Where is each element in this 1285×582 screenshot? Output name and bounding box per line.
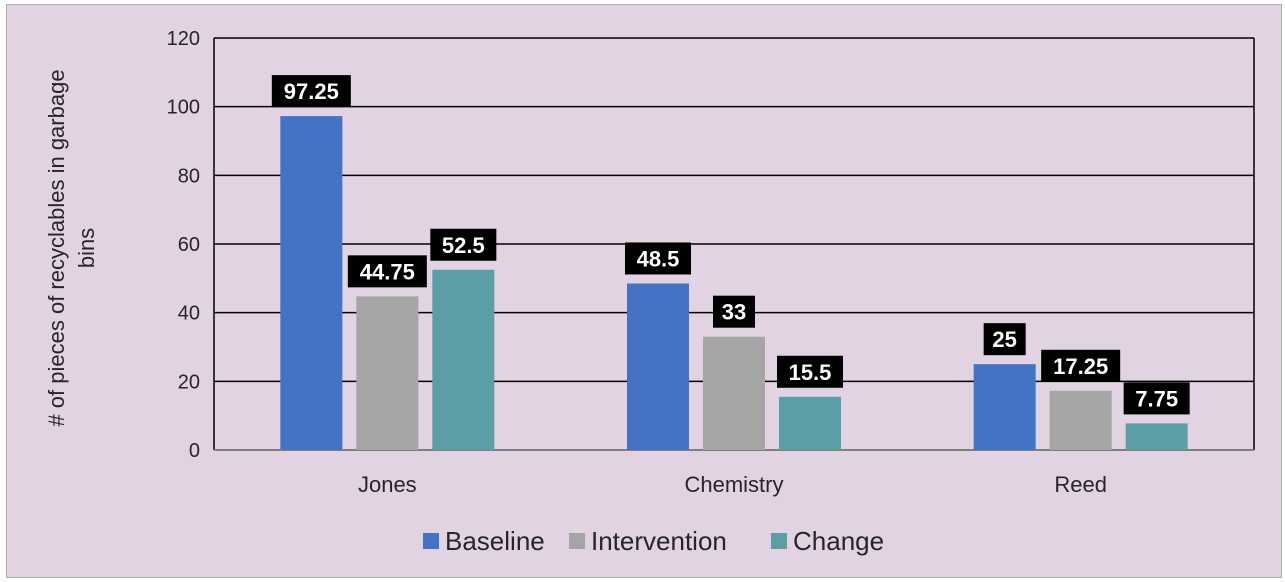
y-axis-label-line-2: bins <box>74 228 99 268</box>
data-label: 97.25 <box>284 79 339 104</box>
legend-swatch-baseline <box>423 533 439 549</box>
data-label-box <box>271 75 351 108</box>
data-label-box <box>430 228 497 261</box>
data-labels: 97.25 44.75 52.5 48.5 33 15.5 25 17.25 7.75 <box>271 75 1190 415</box>
data-label-box <box>713 295 755 328</box>
y-axis-label-line-1: # of pieces of recyclables in garbage <box>44 69 69 426</box>
legend-label-change: Change <box>793 526 884 556</box>
y-tick-label: 20 <box>178 371 200 393</box>
data-label: 48.5 <box>637 246 680 271</box>
data-label: 52.5 <box>442 233 485 258</box>
bar-intervention-chemistry <box>703 336 765 450</box>
legend-label-intervention: Intervention <box>591 526 727 556</box>
y-tick-label: 120 <box>167 28 200 50</box>
bars <box>280 116 1188 450</box>
data-label-box <box>625 242 691 275</box>
bar-change-reed <box>1125 423 1188 450</box>
bar-intervention-jones <box>356 296 419 450</box>
y-axis-label: # of pieces of recyclables in garbage bi… <box>44 69 99 426</box>
y-tick-label: 40 <box>178 303 200 325</box>
data-label-box <box>983 323 1026 356</box>
bar-change-jones <box>432 269 495 450</box>
bar-baseline-chemistry <box>627 283 689 450</box>
legend: Baseline Intervention Change <box>423 526 884 556</box>
legend-swatch-intervention <box>569 533 585 549</box>
bar-baseline-reed <box>973 364 1036 450</box>
x-axis-categories: Jones Chemistry Reed <box>358 472 1107 497</box>
y-tick-label: 100 <box>167 97 200 119</box>
data-label: 25 <box>992 327 1016 352</box>
y-axis-ticks: 0 20 40 60 80 100 120 <box>167 28 200 462</box>
data-label: 7.75 <box>1135 386 1178 411</box>
data-label: 17.25 <box>1053 354 1108 379</box>
category-label: Reed <box>1054 472 1107 497</box>
bar-change-chemistry <box>779 396 841 450</box>
y-tick-label: 80 <box>178 165 200 187</box>
y-tick-label: 0 <box>189 440 200 462</box>
bar-intervention-reed <box>1049 390 1112 450</box>
bar-baseline-jones <box>280 116 343 450</box>
data-label: 15.5 <box>789 360 832 385</box>
legend-swatch-change <box>771 533 787 549</box>
data-label-box <box>347 255 427 288</box>
data-label: 44.75 <box>360 259 415 284</box>
category-label: Jones <box>358 472 417 497</box>
y-tick-label: 60 <box>178 234 200 256</box>
data-label: 33 <box>722 300 746 325</box>
category-label: Chemistry <box>684 472 783 497</box>
data-label-box <box>1041 349 1121 382</box>
legend-label-baseline: Baseline <box>445 526 545 556</box>
data-label-box <box>777 355 843 388</box>
data-label-box <box>1123 382 1190 415</box>
